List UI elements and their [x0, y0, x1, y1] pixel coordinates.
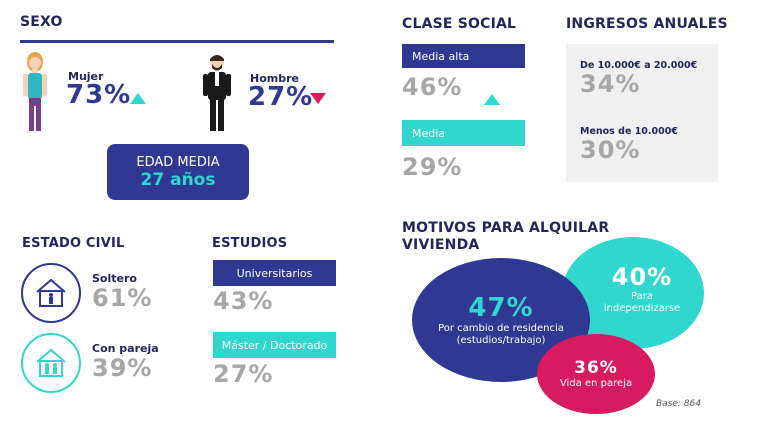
motivo-independizarse-label-2: independizarse: [603, 303, 681, 314]
hombre-value: 27%: [248, 82, 314, 112]
universitarios-bar: Universitarios: [213, 260, 336, 286]
universitarios-value: 43%: [213, 287, 274, 315]
ingresos-1-value: 34%: [580, 70, 641, 98]
woman-figure-icon: [23, 52, 47, 131]
motivo-pareja-label-1: Vida en pareja: [559, 378, 633, 389]
master-value: 27%: [213, 360, 274, 388]
motivo-residencia-label-1: Por cambio de residencia: [438, 323, 564, 334]
ingresos-title: INGRESOS ANUALES: [566, 16, 728, 32]
clase-media-value: 29%: [402, 153, 463, 181]
clase-media-alta-value: 46%: [402, 73, 463, 101]
man-figure-icon: [203, 55, 231, 131]
clase-social-title: CLASE SOCIAL: [402, 16, 517, 32]
ingresos-panel: [566, 44, 718, 182]
clase-media-alta-bar: Media alta: [402, 44, 525, 68]
down-triangle-icon: [310, 93, 326, 104]
clase-media-label: Media: [412, 126, 446, 140]
house-couple-icon: [21, 333, 81, 393]
up-triangle-icon: [130, 93, 146, 104]
ingresos-1-label: De 10.000€ a 20.000€: [580, 60, 698, 71]
mujer-value: 73%: [66, 80, 132, 110]
clase-media-alta-label: Media alta: [412, 49, 470, 63]
master-label: Máster / Doctorado: [221, 338, 328, 352]
base-note: Base: 864: [656, 399, 701, 409]
motivo-independizarse-value: 40%: [611, 263, 673, 291]
edad-media-box: EDAD MEDIA 27 años: [107, 144, 249, 200]
estado-civil-title: ESTADO CIVIL: [22, 236, 125, 251]
house-single-icon: [21, 263, 81, 323]
motivo-independizarse-label-1: Para: [631, 291, 653, 302]
universitarios-label: Universitarios: [236, 266, 313, 280]
motivo-pareja-bubble: 36% Vida en pareja: [537, 334, 655, 414]
soltero-value: 61%: [92, 284, 153, 312]
hombre-label: Hombre: [250, 72, 299, 85]
motivos-title-line2: VIVIENDA: [402, 237, 480, 253]
sexo-title: SEXO: [20, 14, 63, 30]
sexo-underline: [20, 40, 334, 43]
ingresos-2-label: Menos de 10.000€: [580, 126, 678, 137]
clase-media-bar: Media: [402, 120, 525, 146]
motivos-title-line1: MOTIVOS PARA ALQUILAR: [402, 220, 610, 236]
con-pareja-label: Con pareja: [92, 342, 159, 355]
motivo-residencia-value: 47%: [468, 293, 534, 323]
edad-media-label: EDAD MEDIA: [136, 154, 220, 170]
motivo-residencia-label-2: (estudios/trabajo): [456, 335, 546, 346]
edad-media-value: 27 años: [140, 169, 216, 190]
soltero-label: Soltero: [92, 272, 137, 285]
up-triangle-icon: [484, 94, 500, 105]
con-pareja-value: 39%: [92, 354, 153, 382]
motivo-pareja-value: 36%: [574, 358, 618, 378]
master-bar: Máster / Doctorado: [213, 332, 336, 358]
ingresos-2-value: 30%: [580, 136, 641, 164]
estudios-title: ESTUDIOS: [212, 236, 288, 251]
mujer-label: Mujer: [68, 70, 104, 83]
